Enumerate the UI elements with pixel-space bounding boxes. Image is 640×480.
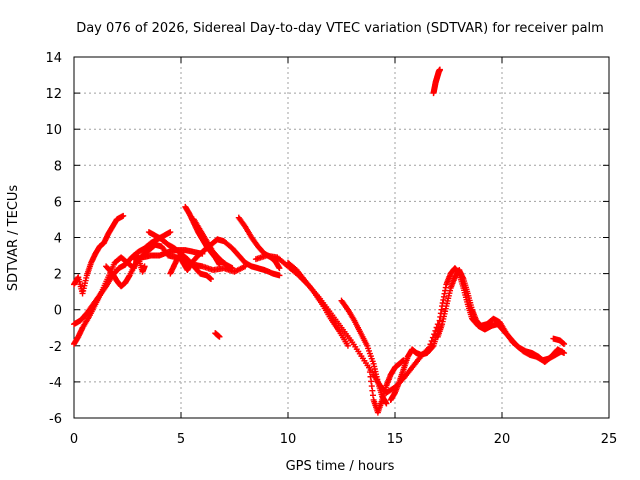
data-point <box>141 263 148 270</box>
series-track-s <box>430 66 443 97</box>
data-point <box>276 272 283 279</box>
series-track-j <box>212 330 223 340</box>
x-tick-label: 20 <box>494 432 511 447</box>
y-tick-label: -2 <box>49 340 62 355</box>
series-track-q <box>434 266 568 366</box>
y-tick-label: 8 <box>54 159 62 174</box>
y-tick-label: 12 <box>45 87 62 102</box>
axis-ticks: 0 5 10 15 20 25 -6 -4 -2 0 2 4 6 8 10 12 14 <box>45 51 617 447</box>
x-axis-label: GPS time / hours <box>286 459 395 474</box>
chart-title: Day 076 of 2026, Sidereal Day-to-day VTE… <box>76 21 604 36</box>
y-tick-label: 14 <box>45 51 62 66</box>
y-tick-label: 10 <box>45 123 62 138</box>
data-point <box>276 265 283 272</box>
data-point <box>167 229 174 236</box>
data-point <box>561 350 568 357</box>
data-point <box>429 343 436 350</box>
x-tick-label: 25 <box>601 432 618 447</box>
data-point <box>216 261 223 268</box>
series-track-a <box>71 212 127 297</box>
series-track-o <box>366 357 407 416</box>
y-tick-label: -6 <box>49 412 62 427</box>
series-track-i <box>190 216 236 272</box>
data-point <box>216 333 223 340</box>
series-track-n <box>338 297 390 407</box>
y-tick-label: 0 <box>54 304 62 319</box>
x-tick-label: 5 <box>177 432 185 447</box>
series-track-l <box>252 252 441 396</box>
series-track-r <box>550 335 568 347</box>
x-tick-label: 10 <box>280 432 297 447</box>
data-point <box>120 212 127 219</box>
series-track-g <box>167 236 283 279</box>
data-point <box>561 340 568 347</box>
y-tick-label: -4 <box>49 376 62 391</box>
y-tick-label: 6 <box>54 195 62 210</box>
data-point <box>436 66 443 73</box>
y-tick-label: 2 <box>54 268 62 283</box>
y-axis-label: SDTVAR / TECUs <box>6 185 21 292</box>
series-track-m <box>285 259 351 349</box>
x-tick-label: 15 <box>387 432 404 447</box>
y-tick-label: 4 <box>54 232 62 247</box>
data-point <box>207 276 214 283</box>
data-point <box>344 342 351 349</box>
data-point <box>383 400 390 407</box>
x-tick-label: 0 <box>70 432 78 447</box>
data-points <box>71 66 568 416</box>
data-point <box>229 265 236 272</box>
